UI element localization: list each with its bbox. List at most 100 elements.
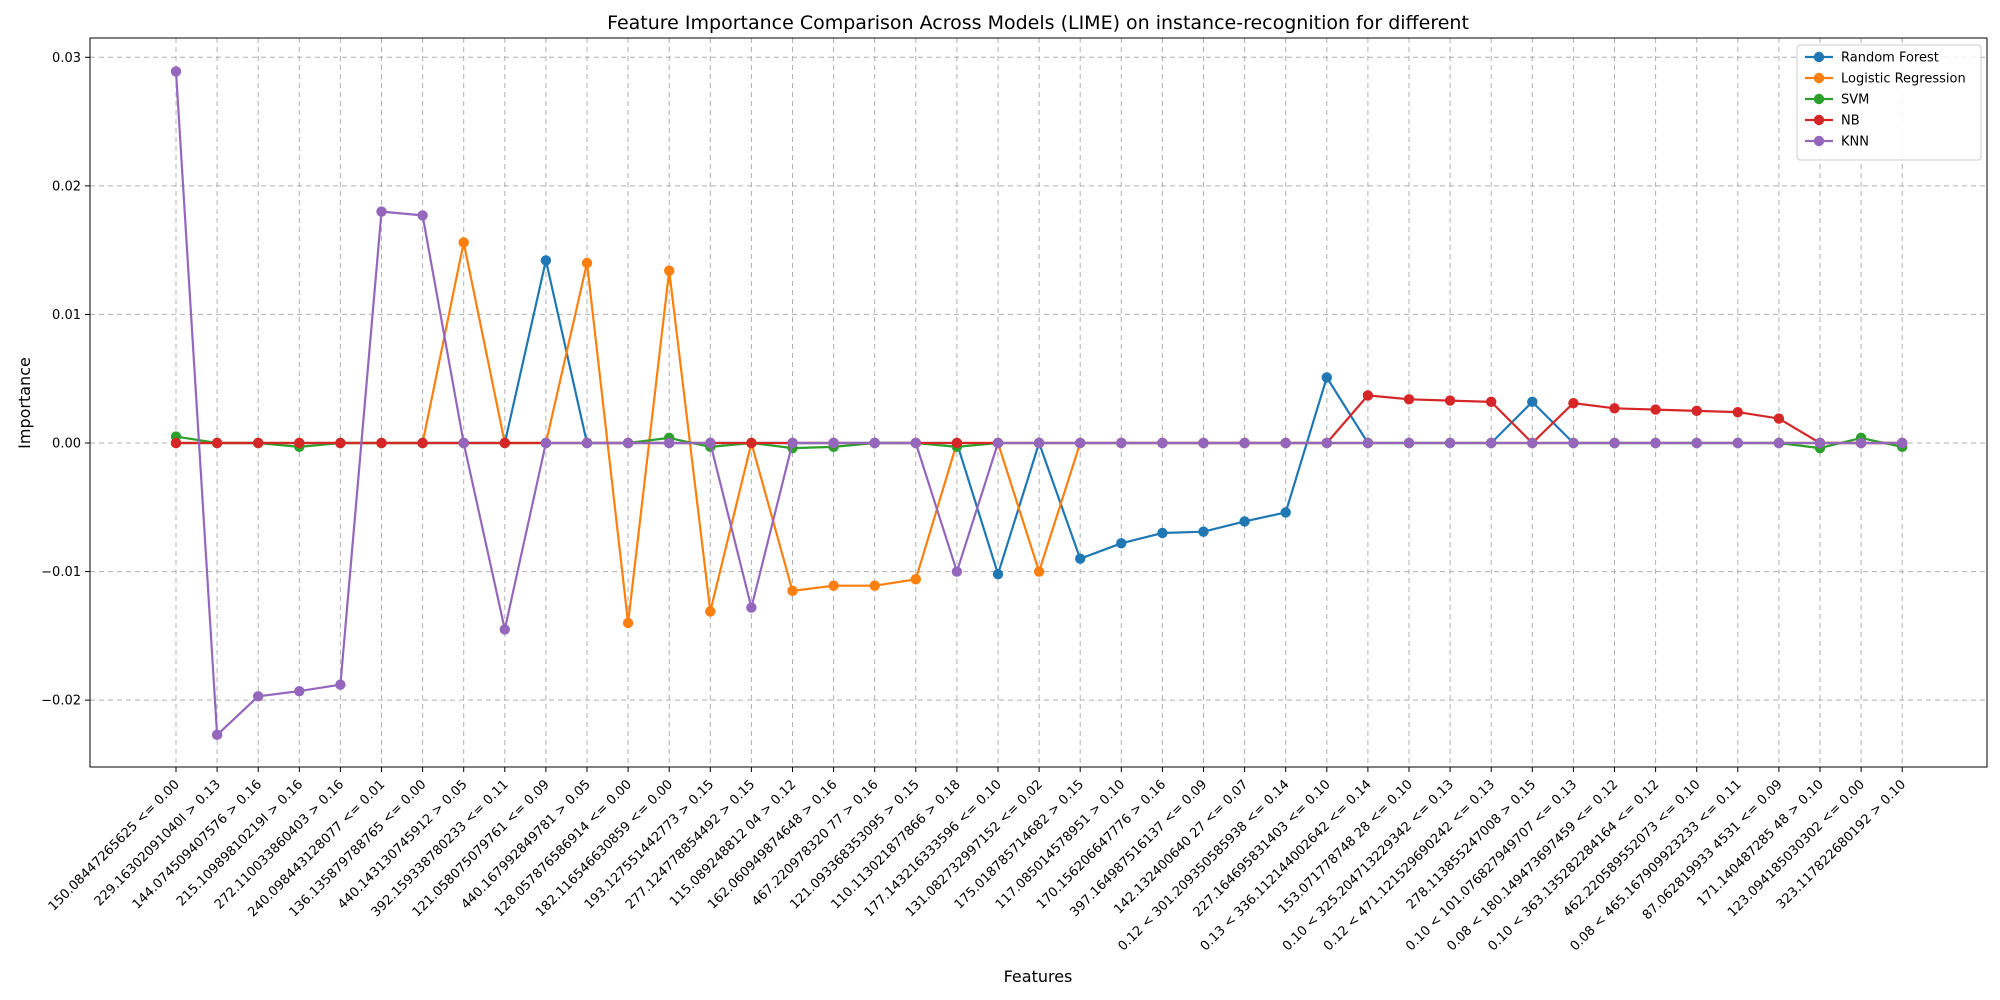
data-point <box>910 574 921 585</box>
legend-label: Logistic Regression <box>1841 72 1966 87</box>
data-point <box>992 437 1004 449</box>
data-point <box>417 210 428 221</box>
data-point <box>1773 413 1785 424</box>
data-point <box>335 679 346 690</box>
data-point <box>1814 437 1826 449</box>
legend-label: SVM <box>1841 93 1869 108</box>
data-point <box>1691 437 1702 449</box>
data-point <box>705 437 716 449</box>
data-point <box>1897 437 1908 449</box>
data-point <box>828 437 839 449</box>
data-point <box>622 617 634 629</box>
data-point <box>294 685 305 697</box>
data-point <box>1486 396 1497 408</box>
chart-title: Feature Importance Comparison Across Mod… <box>607 12 1469 34</box>
y-tick-label: 0.00 <box>52 437 81 452</box>
data-point <box>211 729 223 741</box>
data-point <box>1280 507 1291 518</box>
data-point <box>705 606 716 617</box>
data-point <box>376 206 387 217</box>
data-point <box>335 437 346 449</box>
data-point <box>581 257 593 269</box>
data-point <box>1732 406 1744 418</box>
data-point <box>170 66 182 77</box>
data-point <box>376 437 387 449</box>
series-layer <box>170 66 1908 741</box>
data-point <box>1403 437 1415 449</box>
data-point <box>1650 437 1661 449</box>
data-point <box>1691 405 1702 417</box>
data-point <box>1033 437 1045 449</box>
data-point <box>1116 538 1127 549</box>
data-point <box>1732 437 1744 449</box>
data-point <box>1403 394 1415 405</box>
data-point <box>1157 437 1168 449</box>
data-point <box>211 437 223 449</box>
data-point <box>1650 404 1661 415</box>
data-point <box>746 437 757 449</box>
legend-marker <box>1813 135 1825 147</box>
data-point <box>253 437 264 449</box>
data-point <box>1609 437 1620 449</box>
plot-frame <box>89 37 1988 768</box>
data-point <box>540 255 552 266</box>
grid <box>90 38 1987 767</box>
legend-marker <box>1813 51 1825 63</box>
data-point <box>581 437 593 449</box>
data-point <box>1239 516 1250 527</box>
data-point <box>1362 437 1374 449</box>
legend-label: NB <box>1841 114 1860 129</box>
data-point <box>1157 527 1168 539</box>
data-point <box>499 624 510 635</box>
legend: Random Forest Logistic Regression SVM NB KNN <box>1796 44 1982 161</box>
legend-marker <box>1813 93 1825 105</box>
data-point <box>1609 403 1620 414</box>
data-point <box>664 437 675 449</box>
data-point <box>1527 396 1538 408</box>
y-tick-label: −0.02 <box>41 694 81 709</box>
data-point <box>458 237 469 248</box>
data-point <box>1444 437 1456 449</box>
data-point <box>622 437 634 449</box>
data-point <box>1855 437 1867 449</box>
data-point <box>417 437 428 449</box>
data-point <box>294 437 305 449</box>
legend-marker <box>1813 114 1825 126</box>
data-point <box>1075 437 1086 449</box>
data-point <box>1486 437 1497 449</box>
legend-label: KNN <box>1841 135 1869 150</box>
data-point <box>499 437 510 449</box>
x-axis-title: Features <box>1004 967 1073 986</box>
data-point <box>170 437 182 449</box>
data-point <box>787 585 798 597</box>
data-point <box>1321 437 1333 449</box>
data-point <box>1239 437 1250 449</box>
data-point <box>1773 437 1785 449</box>
y-tick-label: 0.02 <box>52 179 81 194</box>
y-axis: −0.02 −0.01 0.00 0.01 0.02 0.03 <box>41 51 90 709</box>
y-axis-title: Importance <box>15 357 34 449</box>
data-point <box>1568 397 1579 409</box>
data-point <box>1198 437 1209 449</box>
data-point <box>869 580 880 591</box>
data-point <box>828 580 839 591</box>
data-point <box>951 437 963 449</box>
data-point <box>1568 437 1579 449</box>
data-point <box>951 566 963 577</box>
data-point <box>540 437 552 449</box>
data-point <box>1033 566 1045 577</box>
data-point <box>1198 526 1209 537</box>
data-point <box>1527 437 1538 449</box>
data-point <box>1116 437 1127 449</box>
data-point <box>253 691 264 702</box>
series-knn <box>170 66 1908 741</box>
data-point <box>1444 395 1456 406</box>
y-tick-label: −0.01 <box>41 565 81 580</box>
y-tick-label: 0.01 <box>52 308 81 323</box>
data-point <box>910 437 921 449</box>
data-point <box>992 568 1004 580</box>
legend-label: Random Forest <box>1841 51 1939 66</box>
